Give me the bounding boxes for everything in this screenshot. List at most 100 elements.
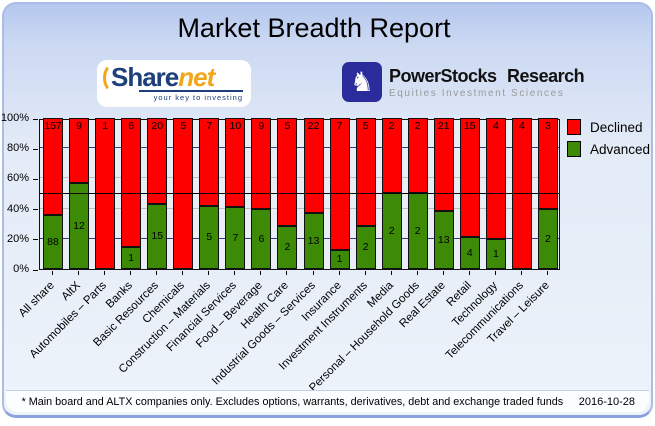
declined-value-label: 2 (388, 120, 395, 132)
x-tick (104, 271, 106, 275)
report-panel: Market Breadth Report Share net your key… (1, 2, 653, 418)
chart-legend: Declined Advanced (567, 119, 650, 163)
advanced-value-label: 5 (206, 231, 213, 243)
bar-advanced-segment (43, 215, 64, 269)
plot-area: 157 88 9 12 1 6 1 20 15 5 7 5 10 7 9 6 5 2 22 13 7 1 5 2 2 2 2 2 21 1… (39, 118, 560, 270)
x-tick (208, 271, 210, 275)
bar-2: 9 12 (69, 118, 90, 269)
advanced-swatch-icon (567, 141, 581, 157)
bar-advanced-segment (355, 226, 376, 269)
legend-item-declined: Declined (567, 119, 650, 135)
advanced-value-label: 13 (307, 234, 320, 247)
x-tick (52, 271, 54, 275)
reference-line-50pct (40, 192, 559, 194)
bar-advanced-segment (277, 226, 298, 269)
declined-value-label: 5 (362, 120, 369, 132)
legend-label-advanced: Advanced (590, 141, 651, 157)
bar-declined-segment (537, 118, 558, 209)
y-axis-label: 20% (6, 232, 29, 245)
y-tick (33, 178, 38, 180)
bar-declined-segment (329, 118, 350, 250)
x-tick (260, 271, 262, 275)
declined-value-label: 3 (545, 120, 551, 132)
gridline-40pct (40, 207, 559, 209)
x-tick (390, 271, 392, 275)
advanced-value-label: 88 (47, 235, 59, 248)
declined-value-label: 157 (44, 120, 62, 132)
sharenet-swoosh-icon (103, 62, 125, 93)
declined-value-label: 1 (102, 120, 109, 132)
y-tick (33, 209, 38, 211)
advanced-value-label: 1 (492, 247, 499, 260)
bar-declined-segment (69, 118, 90, 183)
bar-declined-segment (173, 118, 194, 269)
x-tick (338, 271, 340, 275)
declined-value-label: 6 (128, 120, 135, 132)
declined-value-label: 2 (414, 120, 421, 132)
declined-value-label: 10 (229, 120, 242, 132)
report-date: 2016-10-28 (578, 395, 635, 408)
bar-declined-segment (303, 118, 324, 213)
advanced-value-label: 12 (73, 219, 85, 232)
x-tick (520, 271, 522, 275)
x-tick (130, 271, 132, 275)
bar-8: 10 7 (225, 118, 246, 269)
bar-declined-segment (225, 118, 246, 207)
bar-advanced-segment (459, 237, 480, 269)
bar-3: 1 (95, 118, 116, 269)
advanced-value-label: 7 (232, 231, 239, 244)
advanced-value-label: 2 (388, 224, 395, 237)
bar-advanced-segment (147, 204, 168, 269)
declined-value-label: 5 (284, 120, 291, 132)
bar-advanced-segment (251, 209, 272, 269)
bar-advanced-segment (485, 239, 506, 269)
declined-value-label: 22 (307, 120, 320, 132)
bar-16: 21 13 (433, 118, 454, 269)
x-tick (442, 271, 444, 275)
y-axis-label: 0% (13, 263, 29, 275)
powerstocks-logo: ♞ PowerStocks Research Equities Investme… (342, 62, 585, 102)
bar-declined-segment (147, 118, 168, 204)
sharenet-logo-text-primary: Share (111, 62, 179, 92)
declined-value-label: 15 (463, 120, 476, 132)
bar-declined-segment (251, 118, 272, 209)
declined-value-label: 9 (76, 120, 82, 132)
gridline-80pct (40, 147, 559, 149)
y-axis-label: 80% (6, 142, 29, 155)
y-tick (33, 148, 38, 150)
footer-bar: * Main board and ALTX companies only. Ex… (6, 390, 649, 412)
bar-advanced-segment (407, 193, 428, 269)
y-axis-label: 60% (6, 172, 29, 185)
declined-swatch-icon (567, 119, 581, 135)
x-tick (312, 271, 314, 275)
powerstocks-subtitle: Equities Investment Sciences (389, 87, 565, 99)
bar-declined-segment (459, 118, 480, 237)
bar-declined-segment (95, 118, 116, 269)
x-tick (416, 271, 418, 275)
x-tick (494, 271, 496, 275)
bar-advanced-segment (303, 213, 324, 269)
x-tick (546, 271, 548, 275)
bar-advanced-segment (199, 206, 220, 269)
powerstocks-title: PowerStocks Research (389, 65, 585, 86)
bar-declined-segment (43, 118, 64, 215)
bar-1: 157 88 (43, 118, 64, 269)
x-tick (468, 271, 470, 275)
advanced-value-label: 4 (466, 246, 473, 259)
bar-6: 5 (173, 118, 194, 269)
declined-value-label: 7 (336, 120, 343, 132)
bar-advanced-segment (329, 250, 350, 269)
bar-declined-segment (511, 118, 532, 269)
bar-declined-segment (485, 118, 506, 239)
x-tick (286, 271, 288, 275)
sharenet-tagline: your key to investing (139, 90, 243, 102)
bar-declined-segment (199, 118, 220, 206)
declined-value-label: 5 (180, 120, 187, 132)
